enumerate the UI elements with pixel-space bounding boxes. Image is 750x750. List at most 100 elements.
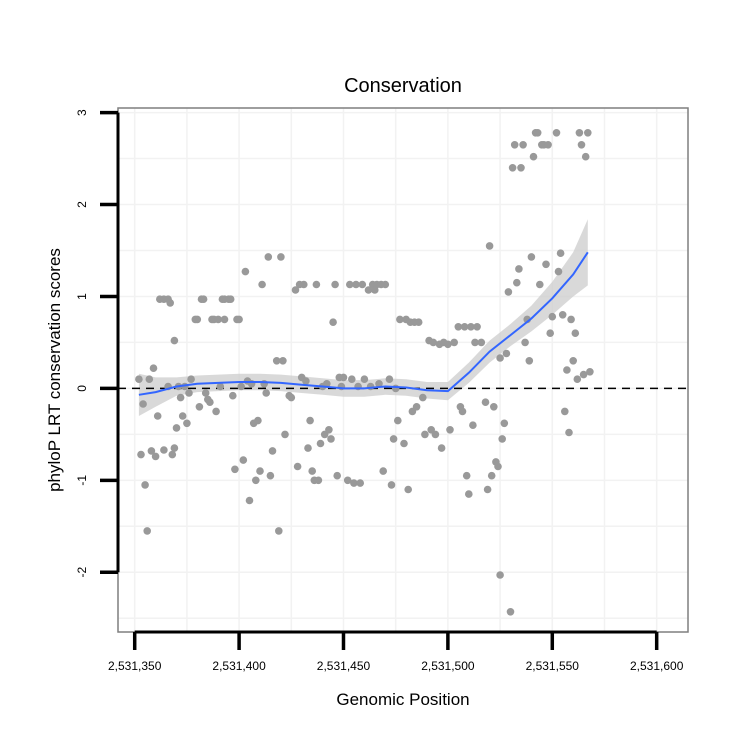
x-tick-label: 2,531,400 (212, 659, 266, 673)
data-point (245, 496, 254, 505)
data-point (500, 419, 509, 428)
data-point (149, 364, 158, 373)
data-point (350, 479, 358, 487)
data-point (304, 444, 312, 452)
data-point (467, 323, 475, 331)
data-point (226, 295, 235, 304)
data-point (137, 450, 145, 459)
data-point (275, 527, 283, 535)
data-point (494, 462, 502, 471)
x-axis: 2,531,350 2,531,400 2,531,450 2,531,500 2,53… (108, 630, 684, 673)
y-tick-label: 2 (75, 201, 89, 208)
data-point (272, 357, 281, 365)
x-axis-label: Genomic Position (336, 690, 469, 709)
data-point (312, 280, 321, 289)
data-point (308, 467, 317, 475)
data-point (379, 467, 388, 475)
data-point (385, 375, 394, 384)
data-point (193, 315, 202, 324)
data-point (264, 253, 273, 261)
data-points (135, 129, 594, 616)
data-point (483, 485, 492, 494)
x-tick-label: 2,531,600 (630, 659, 684, 673)
data-point (302, 377, 310, 385)
data-point (360, 375, 369, 384)
data-point (431, 430, 440, 439)
data-point (356, 479, 365, 487)
data-point (573, 375, 582, 384)
data-point (421, 430, 429, 439)
data-point (306, 416, 314, 425)
y-tick-label: 3 (75, 109, 89, 116)
data-point (325, 426, 333, 434)
smooth-line-group (138, 251, 589, 396)
y-tick-label: 0 (75, 385, 89, 392)
data-point (346, 280, 354, 289)
data-point (187, 375, 195, 384)
data-point (166, 299, 174, 307)
data-point (220, 315, 229, 324)
data-point (277, 253, 285, 261)
data-point (552, 129, 561, 137)
x-tick-label: 2,531,350 (108, 659, 162, 673)
data-point (185, 389, 193, 397)
data-point (212, 407, 220, 416)
data-point (391, 384, 400, 393)
data-point (502, 349, 511, 358)
data-point (586, 368, 594, 376)
data-point (254, 416, 262, 425)
data-point (517, 164, 525, 172)
data-point (498, 435, 507, 443)
data-point (542, 260, 550, 269)
y-tick-label: 1 (75, 293, 89, 300)
data-point (329, 318, 337, 327)
data-point (527, 253, 536, 261)
data-point (465, 490, 473, 498)
data-point (176, 393, 185, 402)
data-point (239, 456, 248, 464)
data-point (521, 338, 529, 347)
data-point (348, 375, 356, 384)
data-point (471, 338, 479, 347)
data-point (565, 428, 573, 437)
data-point (485, 242, 494, 250)
data-point (151, 452, 160, 461)
data-point (153, 412, 162, 420)
data-point (141, 481, 149, 489)
data-point (473, 323, 481, 331)
data-point (168, 450, 177, 459)
data-point (206, 398, 214, 407)
data-point (487, 471, 496, 480)
data-point (561, 407, 569, 416)
data-point (352, 280, 360, 289)
data-point (506, 608, 515, 616)
data-point (567, 315, 575, 324)
data-point (546, 329, 554, 338)
data-point (419, 393, 427, 402)
smooth-fit-line (138, 251, 589, 396)
data-point (510, 141, 519, 149)
data-point (172, 424, 181, 432)
data-point (323, 380, 331, 388)
data-point (327, 435, 335, 443)
chart-title: Conservation (344, 75, 462, 97)
data-point (300, 280, 308, 289)
data-point (581, 152, 590, 161)
data-point (571, 329, 580, 338)
data-point (400, 439, 408, 448)
data-point (178, 412, 187, 420)
data-point (147, 447, 156, 455)
data-point (577, 141, 586, 149)
data-point (339, 373, 348, 382)
data-point (237, 382, 245, 391)
y-tick-label: -2 (75, 567, 89, 578)
data-point (366, 382, 375, 391)
data-point (469, 421, 477, 430)
data-point (266, 471, 275, 480)
x-tick-label: 2,531,450 (317, 659, 371, 673)
data-point (563, 366, 571, 374)
data-point (199, 295, 208, 304)
data-point (170, 444, 179, 452)
data-point (412, 403, 421, 411)
